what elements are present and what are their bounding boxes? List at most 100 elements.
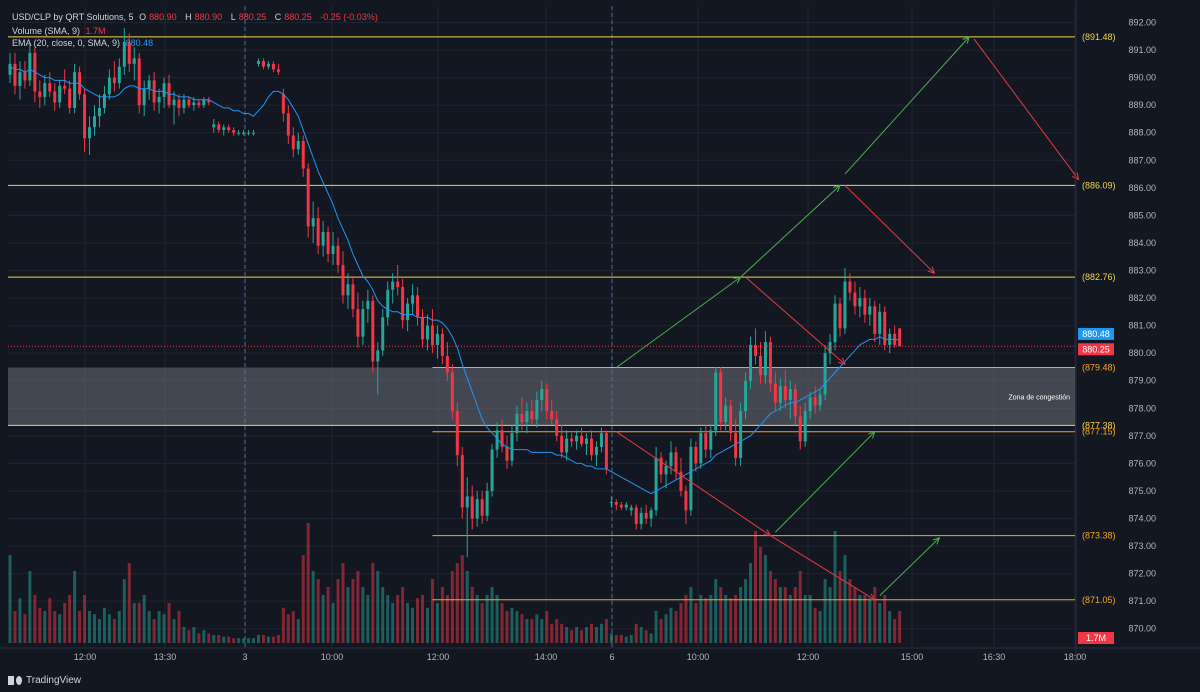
- ema-indicator-label: EMA (20, close, 0, SMA, 9): [12, 38, 121, 48]
- price-axis[interactable]: 892.00 891.00 890.00 889.00 888.00 887.00 886.…: [1075, 0, 1156, 662]
- volume-bar: [893, 619, 897, 643]
- candle-body: [296, 141, 300, 150]
- price-tick-label: 880.00: [1128, 348, 1156, 358]
- candle-body: [724, 405, 728, 423]
- time-tick-label: 12:00: [74, 652, 97, 662]
- volume-bar: [873, 587, 877, 643]
- volume-bar: [778, 587, 782, 643]
- candle-body: [117, 66, 121, 84]
- candle-body: [465, 496, 469, 508]
- candle-body: [58, 85, 62, 103]
- volume-bar: [38, 607, 42, 643]
- candle-body: [192, 102, 196, 106]
- candle-body: [495, 430, 499, 450]
- volume-bar: [266, 636, 270, 643]
- volume-bar: [589, 623, 593, 643]
- volume-bar: [58, 614, 62, 643]
- candle-body: [684, 490, 688, 511]
- volume-bar: [23, 614, 27, 643]
- candle-body: [649, 510, 653, 519]
- tradingview-brand[interactable]: TradingView: [8, 675, 81, 686]
- candle-body: [798, 416, 802, 442]
- level-label: (891.48): [1082, 32, 1116, 42]
- price-tick-label: 879.00: [1128, 376, 1156, 386]
- volume-bar: [858, 595, 862, 643]
- congestion-zone-label: Zona de congestión: [1009, 394, 1071, 401]
- candle-body: [883, 311, 887, 345]
- volume-bar: [679, 603, 683, 643]
- candle-body: [644, 512, 648, 519]
- volume-bar: [122, 579, 126, 643]
- candle-body: [749, 344, 753, 381]
- candle-body: [550, 411, 554, 420]
- price-tick-label: 887.00: [1128, 155, 1156, 165]
- candle-body: [8, 63, 12, 75]
- volume-bar: [669, 607, 673, 643]
- candle-body: [232, 129, 236, 133]
- volume-bar: [311, 571, 315, 643]
- volume-bar: [117, 611, 121, 643]
- candle-body: [346, 284, 350, 296]
- volume-bar: [838, 571, 842, 643]
- candle-body: [619, 504, 623, 508]
- volume-bar: [252, 638, 256, 643]
- volume-bar: [560, 623, 564, 643]
- candle-body: [301, 141, 305, 169]
- volume-bar: [18, 598, 22, 643]
- candle-body: [744, 380, 748, 412]
- ohlc-low: L 880.25: [230, 12, 267, 22]
- candle-body: [157, 96, 161, 103]
- candle-body: [281, 94, 285, 114]
- candle-body: [515, 413, 519, 434]
- price-tick-label: 877.00: [1128, 431, 1156, 441]
- time-axis[interactable]: 12:00 13:30 3 10:00 12:00 14:00 6 10:00 12:00 15:…: [0, 647, 1200, 662]
- volume-bar: [803, 595, 807, 643]
- candle-body: [565, 438, 569, 453]
- candle-body: [575, 435, 579, 442]
- current-price-tag: 880.25: [1082, 344, 1110, 354]
- volume-bar: [137, 603, 141, 643]
- candle-body: [450, 372, 454, 412]
- legend-ema[interactable]: EMA (20, close, 0, SMA, 9) 880.48: [12, 38, 156, 49]
- candle-body: [848, 281, 852, 293]
- volume-bar: [361, 587, 365, 643]
- candle-body: [838, 303, 842, 329]
- volume-bar: [88, 611, 92, 643]
- candle-body: [480, 499, 484, 516]
- volume-bar: [525, 619, 529, 643]
- candle-body: [763, 342, 767, 376]
- candle-body: [266, 63, 270, 67]
- price-tick-label: 888.00: [1128, 128, 1156, 138]
- candle-body: [694, 446, 698, 464]
- candle-body: [92, 116, 96, 128]
- symbol-title[interactable]: USD/CLP by QRT Solutions, 5: [12, 12, 134, 22]
- volume-bar: [227, 636, 231, 643]
- volume-bar: [346, 587, 350, 643]
- candle-body: [391, 281, 395, 290]
- volume-bar: [162, 614, 166, 643]
- time-tick-label: 13:30: [154, 652, 177, 662]
- candle-body: [654, 457, 658, 511]
- legend-volume[interactable]: Volume (SMA, 9) 1.7M: [12, 26, 109, 37]
- candle-body: [734, 433, 738, 458]
- level-label: (879.48): [1082, 363, 1116, 373]
- volume-bar: [754, 531, 757, 643]
- volume-bar: [749, 563, 753, 643]
- volume-bar: [634, 623, 638, 643]
- volume-bar: [739, 587, 743, 643]
- candle-body: [714, 372, 718, 431]
- volume-bar: [331, 603, 335, 643]
- candle-body: [545, 388, 549, 412]
- level-label: (873.38): [1082, 531, 1116, 541]
- candle-body: [425, 325, 429, 340]
- candle-body: [599, 433, 603, 447]
- volume-bar: [83, 595, 87, 643]
- volume-bar: [212, 635, 216, 643]
- volume-bar: [291, 611, 295, 643]
- level-label: (882.76): [1082, 272, 1116, 282]
- candle-body: [460, 455, 464, 508]
- candle-body: [381, 317, 385, 351]
- volume-bar: [326, 587, 330, 643]
- candle-body: [788, 388, 792, 401]
